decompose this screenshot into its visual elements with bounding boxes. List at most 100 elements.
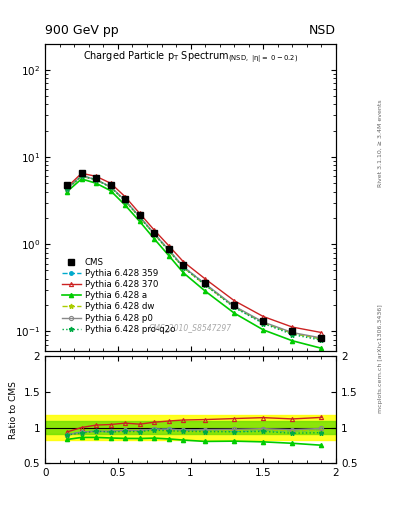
Pythia 6.428 a — [108, 188, 113, 194]
Pythia 6.428 a — [64, 188, 70, 195]
CMS — [123, 196, 128, 202]
Pythia 6.428 359 — [152, 230, 156, 237]
Pythia 6.428 359 — [319, 336, 324, 342]
Line: Pythia 6.428 dw: Pythia 6.428 dw — [64, 174, 324, 342]
Pythia 6.428 a — [319, 345, 324, 351]
CMS — [319, 334, 324, 340]
Pythia 6.428 359 — [290, 330, 295, 336]
Pythia 6.428 pro-q2o — [261, 321, 266, 327]
Pythia 6.428 p0 — [319, 335, 324, 341]
Pythia 6.428 pro-q2o — [94, 177, 98, 183]
CMS — [167, 246, 171, 252]
Pythia 6.428 359 — [138, 214, 142, 220]
Text: NSD: NSD — [309, 24, 336, 37]
Text: Rivet 3.1.10, ≥ 3.4M events: Rivet 3.1.10, ≥ 3.4M events — [378, 99, 383, 187]
Pythia 6.428 359 — [232, 304, 237, 310]
Pythia 6.428 359 — [167, 247, 171, 253]
Pythia 6.428 359 — [94, 177, 98, 183]
Pythia 6.428 359 — [203, 281, 208, 287]
Line: Pythia 6.428 a: Pythia 6.428 a — [65, 177, 323, 350]
Pythia 6.428 pro-q2o — [181, 264, 186, 270]
Pythia 6.428 a — [79, 176, 84, 182]
Line: Pythia 6.428 p0: Pythia 6.428 p0 — [65, 174, 323, 340]
Pythia 6.428 370 — [123, 194, 128, 200]
Pythia 6.428 370 — [232, 297, 237, 304]
Line: Pythia 6.428 pro-q2o: Pythia 6.428 pro-q2o — [64, 174, 324, 343]
CMS — [108, 182, 113, 188]
Pythia 6.428 a — [152, 236, 156, 242]
Pythia 6.428 p0 — [123, 198, 128, 204]
Pythia 6.428 a — [123, 202, 128, 208]
CMS — [64, 182, 70, 188]
Pythia 6.428 359 — [261, 320, 266, 326]
Text: Charged Particle $\mathregular{p_T}$ Spectrum$\mathregular{_{(NSD,\ |\eta|=\ 0 -: Charged Particle $\mathregular{p_T}$ Spe… — [83, 50, 298, 66]
Pythia 6.428 p0 — [232, 303, 237, 309]
Pythia 6.428 359 — [79, 173, 84, 179]
Pythia 6.428 pro-q2o — [79, 173, 84, 179]
Pythia 6.428 dw — [152, 231, 156, 237]
Pythia 6.428 a — [232, 310, 237, 316]
Pythia 6.428 p0 — [261, 319, 266, 325]
Line: CMS: CMS — [64, 170, 324, 340]
Bar — [45, 415, 336, 440]
Pythia 6.428 dw — [290, 330, 295, 336]
Pythia 6.428 a — [203, 288, 208, 294]
Text: CMS_2010_S8547297: CMS_2010_S8547297 — [149, 323, 232, 332]
Pythia 6.428 dw — [319, 336, 324, 342]
Bar — [45, 421, 336, 434]
Pythia 6.428 p0 — [203, 281, 208, 287]
Pythia 6.428 p0 — [108, 184, 113, 190]
CMS — [152, 230, 156, 236]
Pythia 6.428 370 — [181, 259, 186, 265]
Pythia 6.428 pro-q2o — [232, 305, 237, 311]
Pythia 6.428 dw — [64, 186, 70, 192]
Pythia 6.428 pro-q2o — [64, 186, 70, 192]
Pythia 6.428 370 — [94, 173, 98, 179]
Pythia 6.428 a — [181, 270, 186, 276]
Pythia 6.428 pro-q2o — [319, 337, 324, 344]
Pythia 6.428 dw — [138, 215, 142, 221]
Pythia 6.428 p0 — [94, 177, 98, 183]
CMS — [203, 280, 208, 286]
Pythia 6.428 359 — [181, 264, 186, 270]
Pythia 6.428 a — [94, 180, 98, 186]
Pythia 6.428 dw — [94, 177, 98, 183]
Line: Pythia 6.428 370: Pythia 6.428 370 — [65, 171, 323, 335]
Pythia 6.428 a — [138, 219, 142, 225]
Pythia 6.428 370 — [167, 243, 171, 249]
Pythia 6.428 pro-q2o — [203, 282, 208, 288]
Text: 900 GeV pp: 900 GeV pp — [45, 24, 119, 37]
Pythia 6.428 370 — [261, 313, 266, 319]
Pythia 6.428 a — [290, 338, 295, 344]
Pythia 6.428 pro-q2o — [108, 184, 113, 190]
Pythia 6.428 pro-q2o — [167, 248, 171, 254]
Text: mcplots.cern.ch [arXiv:1306.3436]: mcplots.cern.ch [arXiv:1306.3436] — [378, 304, 383, 413]
CMS — [261, 318, 266, 325]
Pythia 6.428 pro-q2o — [138, 215, 142, 221]
CMS — [181, 262, 186, 268]
CMS — [79, 170, 84, 176]
Pythia 6.428 p0 — [152, 230, 156, 237]
Line: Pythia 6.428 359: Pythia 6.428 359 — [65, 174, 323, 340]
Pythia 6.428 dw — [167, 248, 171, 254]
Pythia 6.428 dw — [261, 319, 266, 326]
Pythia 6.428 p0 — [167, 247, 171, 253]
Pythia 6.428 pro-q2o — [290, 331, 295, 337]
CMS — [290, 328, 295, 334]
Pythia 6.428 dw — [203, 282, 208, 288]
Pythia 6.428 a — [261, 327, 266, 333]
CMS — [232, 302, 237, 308]
CMS — [138, 212, 142, 218]
Pythia 6.428 370 — [290, 324, 295, 330]
Pythia 6.428 359 — [64, 186, 70, 192]
CMS — [94, 175, 98, 181]
Pythia 6.428 p0 — [79, 173, 84, 179]
Pythia 6.428 dw — [123, 198, 128, 204]
Pythia 6.428 dw — [79, 173, 84, 179]
Pythia 6.428 p0 — [290, 329, 295, 335]
Pythia 6.428 p0 — [138, 214, 142, 220]
Legend: CMS, Pythia 6.428 359, Pythia 6.428 370, Pythia 6.428 a, Pythia 6.428 dw, Pythia: CMS, Pythia 6.428 359, Pythia 6.428 370,… — [58, 254, 179, 337]
Pythia 6.428 p0 — [64, 186, 70, 192]
Pythia 6.428 359 — [123, 198, 128, 204]
Pythia 6.428 370 — [203, 276, 208, 282]
